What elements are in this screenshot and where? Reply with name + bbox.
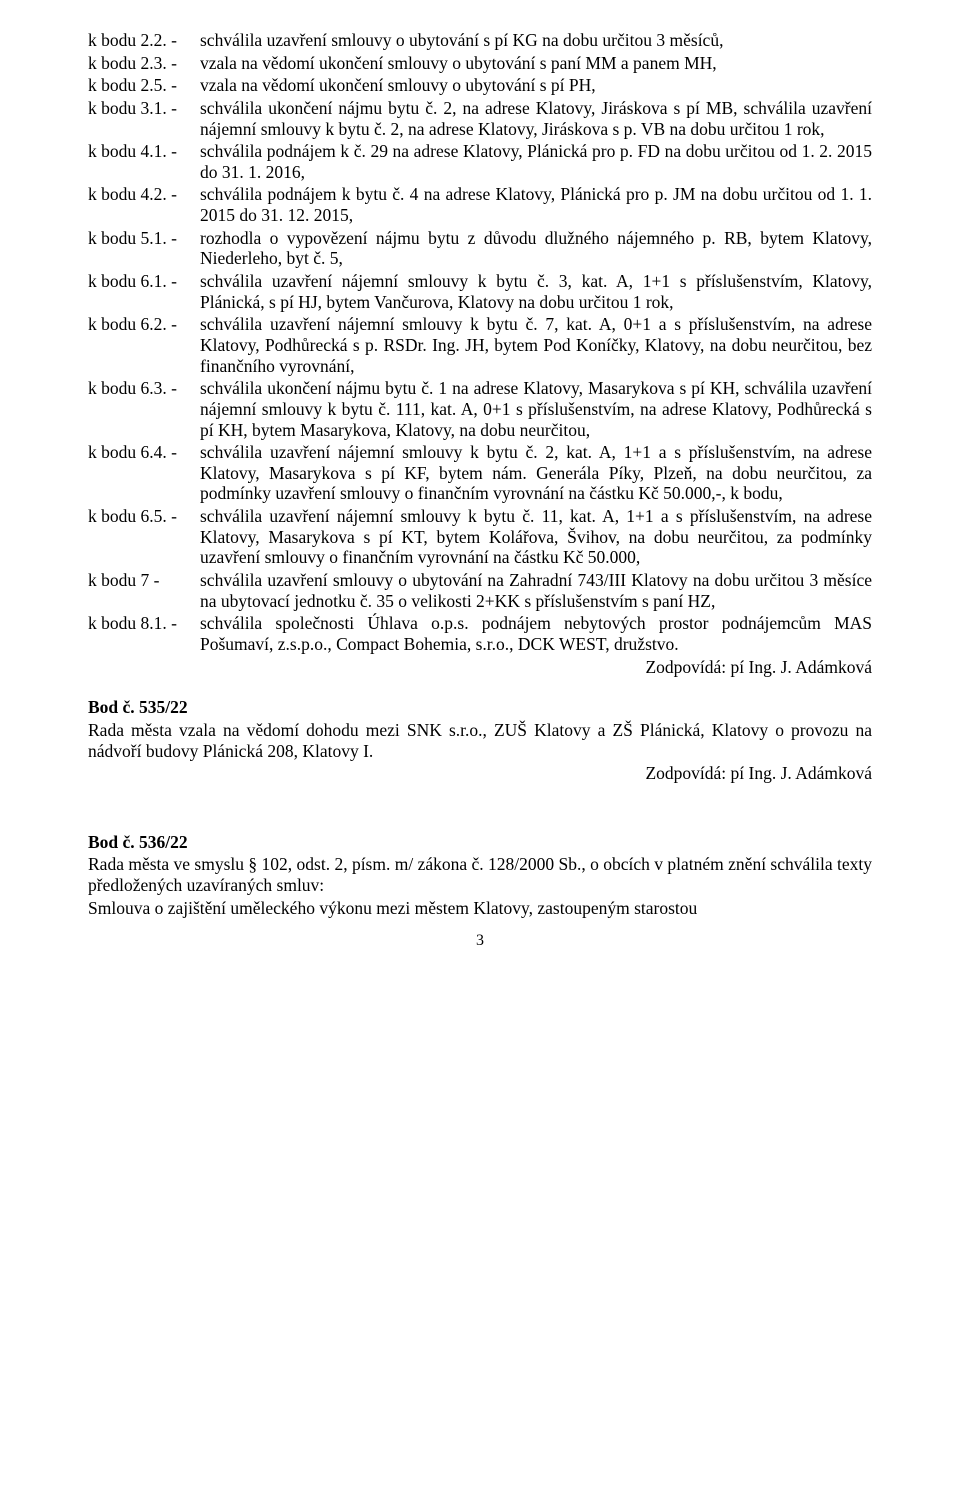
clause-body: rozhodla o vypovězení nájmu bytu z důvod… [200, 228, 872, 269]
clause-key: k bodu 6.1. - [88, 271, 200, 292]
clause-row: k bodu 6.5. - schválila uzavření nájemní… [88, 506, 872, 568]
page-number: 3 [88, 932, 872, 951]
clause-body: schválila ukončení nájmu bytu č. 1 na ad… [200, 378, 872, 440]
spacer [88, 814, 872, 832]
clause-row: k bodu 6.1. - schválila uzavření nájemní… [88, 271, 872, 312]
clause-key: k bodu 2.5. - [88, 75, 200, 96]
clause-body: schválila ukončení nájmu bytu č. 2, na a… [200, 98, 872, 139]
clause-key: k bodu 6.2. - [88, 314, 200, 335]
section-body-536-1: Rada města ve smyslu § 102, odst. 2, pís… [88, 854, 872, 895]
responsible-line: Zodpovídá: pí Ing. J. Adámková [88, 763, 872, 784]
clause-body: schválila uzavření nájemní smlouvy k byt… [200, 271, 872, 312]
clause-row: k bodu 5.1. - rozhodla o vypovězení nájm… [88, 228, 872, 269]
clause-key: k bodu 2.2. - [88, 30, 200, 51]
clause-row: k bodu 8.1. - schválila společnosti Úhla… [88, 613, 872, 654]
section-body-535: Rada města vzala na vědomí dohodu mezi S… [88, 720, 872, 761]
clause-key: k bodu 6.4. - [88, 442, 200, 463]
clause-body: vzala na vědomí ukončení smlouvy o ubyto… [200, 75, 872, 96]
clause-row: k bodu 3.1. - schválila ukončení nájmu b… [88, 98, 872, 139]
clause-row: k bodu 2.3. - vzala na vědomí ukončení s… [88, 53, 872, 74]
spacer [88, 679, 872, 697]
clause-body: schválila uzavření nájemní smlouvy k byt… [200, 442, 872, 504]
clause-key: k bodu 8.1. - [88, 613, 200, 634]
clause-row: k bodu 2.2. - schválila uzavření smlouvy… [88, 30, 872, 51]
clause-key: k bodu 5.1. - [88, 228, 200, 249]
section-title-535: Bod č. 535/22 [88, 697, 872, 718]
section-title-536: Bod č. 536/22 [88, 832, 872, 853]
clause-row: k bodu 4.1. - schválila podnájem k č. 29… [88, 141, 872, 182]
clause-body: vzala na vědomí ukončení smlouvy o ubyto… [200, 53, 872, 74]
responsible-text: Zodpovídá: pí Ing. J. Adámková [200, 763, 872, 784]
clause-body: schválila uzavření smlouvy o ubytování s… [200, 30, 872, 51]
clause-row: k bodu 6.4. - schválila uzavření nájemní… [88, 442, 872, 504]
spacer [88, 786, 872, 814]
responsible-text: Zodpovídá: pí Ing. J. Adámková [200, 657, 872, 678]
clause-row: k bodu 6.3. - schválila ukončení nájmu b… [88, 378, 872, 440]
clause-key: k bodu 6.3. - [88, 378, 200, 399]
clause-key: k bodu 4.2. - [88, 184, 200, 205]
clause-key: k bodu 3.1. - [88, 98, 200, 119]
clause-key: k bodu 7 - [88, 570, 200, 591]
section-body-536-2: Smlouva o zajištění uměleckého výkonu me… [88, 898, 872, 919]
responsible-line: Zodpovídá: pí Ing. J. Adámková [88, 657, 872, 678]
clause-body: schválila společnosti Úhlava o.p.s. podn… [200, 613, 872, 654]
clause-body: schválila uzavření smlouvy o ubytování n… [200, 570, 872, 611]
clause-key: k bodu 4.1. - [88, 141, 200, 162]
clause-body: schválila podnájem k bytu č. 4 na adrese… [200, 184, 872, 225]
clause-row: k bodu 4.2. - schválila podnájem k bytu … [88, 184, 872, 225]
clause-body: schválila uzavření nájemní smlouvy k byt… [200, 506, 872, 568]
clause-row: k bodu 6.2. - schválila uzavření nájemní… [88, 314, 872, 376]
clause-key: k bodu 6.5. - [88, 506, 200, 527]
clause-body: schválila uzavření nájemní smlouvy k byt… [200, 314, 872, 376]
clause-row: k bodu 7 - schválila uzavření smlouvy o … [88, 570, 872, 611]
document-page: k bodu 2.2. - schválila uzavření smlouvy… [0, 0, 960, 1486]
clause-body: schválila podnájem k č. 29 na adrese Kla… [200, 141, 872, 182]
clause-row: k bodu 2.5. - vzala na vědomí ukončení s… [88, 75, 872, 96]
clause-key: k bodu 2.3. - [88, 53, 200, 74]
